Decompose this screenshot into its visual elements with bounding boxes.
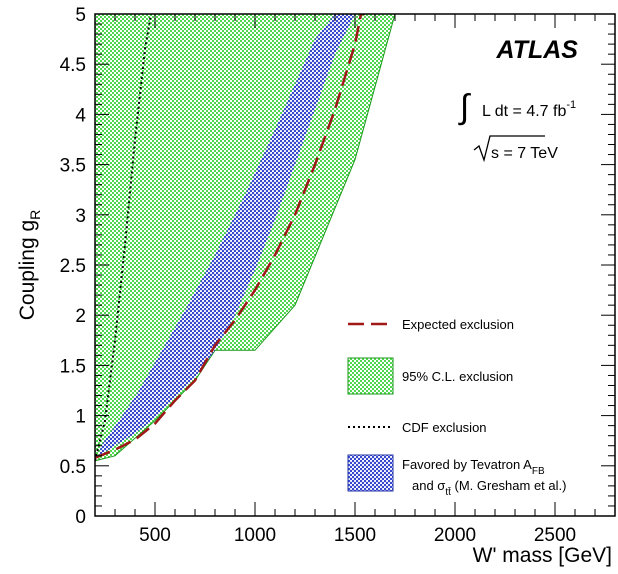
legend-label-95cl: 95% C.L. exclusion bbox=[402, 369, 513, 384]
legend-label-favored-line2-sub: tt̄ bbox=[445, 486, 451, 498]
svg-text:L dt = 4.7 fb-1: L dt = 4.7 fb-1 bbox=[482, 99, 576, 120]
data-layer bbox=[95, 14, 396, 462]
experiment-label: ATLAS bbox=[496, 36, 579, 64]
y-tick-label: 3.5 bbox=[60, 156, 86, 177]
y-tick-label: 5 bbox=[75, 5, 86, 26]
legend-swatch-95cl bbox=[347, 357, 394, 395]
y-axis-label-sub: R bbox=[27, 210, 43, 220]
legend-label-favored-line2-end: (M. Gresham et al.) bbox=[451, 478, 567, 493]
lumi-label: L dt = 4.7 fb bbox=[482, 103, 566, 120]
y-tick-label: 3 bbox=[75, 206, 86, 227]
y-tick-label: 2.5 bbox=[60, 256, 86, 277]
svg-text:and σtt̄ (M. Gresham et al.): and σtt̄ (M. Gresham et al.) bbox=[412, 478, 566, 498]
y-tick-label: 0 bbox=[75, 507, 86, 528]
axis-ticks bbox=[94, 13, 616, 517]
y-tick-label: 4.5 bbox=[60, 55, 86, 76]
lumi-exponent: -1 bbox=[566, 99, 576, 111]
legend-label-favored-sub: FB bbox=[532, 466, 545, 477]
svg-text:Coupling gR: Coupling gR bbox=[16, 210, 43, 321]
cdf-exclusion-line bbox=[95, 14, 152, 462]
legend: Expected exclusion 95% C.L. exclusion CD… bbox=[347, 317, 566, 498]
expected-exclusion-line bbox=[95, 14, 365, 459]
x-tick-label: 2500 bbox=[534, 525, 576, 546]
y-tick-label: 0.5 bbox=[60, 457, 86, 478]
legend-swatch-favored bbox=[347, 454, 394, 492]
legend-label-favored-line2: and σ bbox=[412, 478, 445, 493]
tick-labels: 500 1000 1500 2000 2500 0 0.5 1 1.5 2 2.5 3 3.5 4 4.5 5 bbox=[60, 5, 577, 546]
svg-text:Favored by Tevatron AFB: Favored by Tevatron AFB bbox=[402, 457, 545, 477]
x-tick-label: 1500 bbox=[334, 525, 376, 546]
x-axis-label: W' mass [GeV] bbox=[473, 544, 612, 567]
legend-label-favored: Favored by Tevatron A bbox=[402, 457, 532, 472]
y-tick-label: 4 bbox=[75, 105, 86, 126]
y-axis-label: Coupling g bbox=[16, 220, 39, 320]
favored-band bbox=[99, 14, 355, 456]
y-axis-label-group: Coupling gR bbox=[16, 210, 43, 321]
legend-label-expected: Expected exclusion bbox=[402, 317, 514, 332]
energy-label: s = 7 TeV bbox=[491, 145, 558, 162]
legend-label-cdf: CDF exclusion bbox=[402, 420, 487, 435]
y-tick-label: 1 bbox=[75, 407, 86, 428]
y-tick-label: 2 bbox=[75, 306, 86, 327]
x-tick-label: 500 bbox=[139, 525, 171, 546]
x-tick-label: 2000 bbox=[434, 525, 476, 546]
x-tick-label: 1000 bbox=[234, 525, 276, 546]
sqrt-symbol bbox=[473, 135, 545, 163]
y-tick-label: 1.5 bbox=[60, 356, 86, 377]
integral-sign: ∫ bbox=[458, 88, 471, 126]
